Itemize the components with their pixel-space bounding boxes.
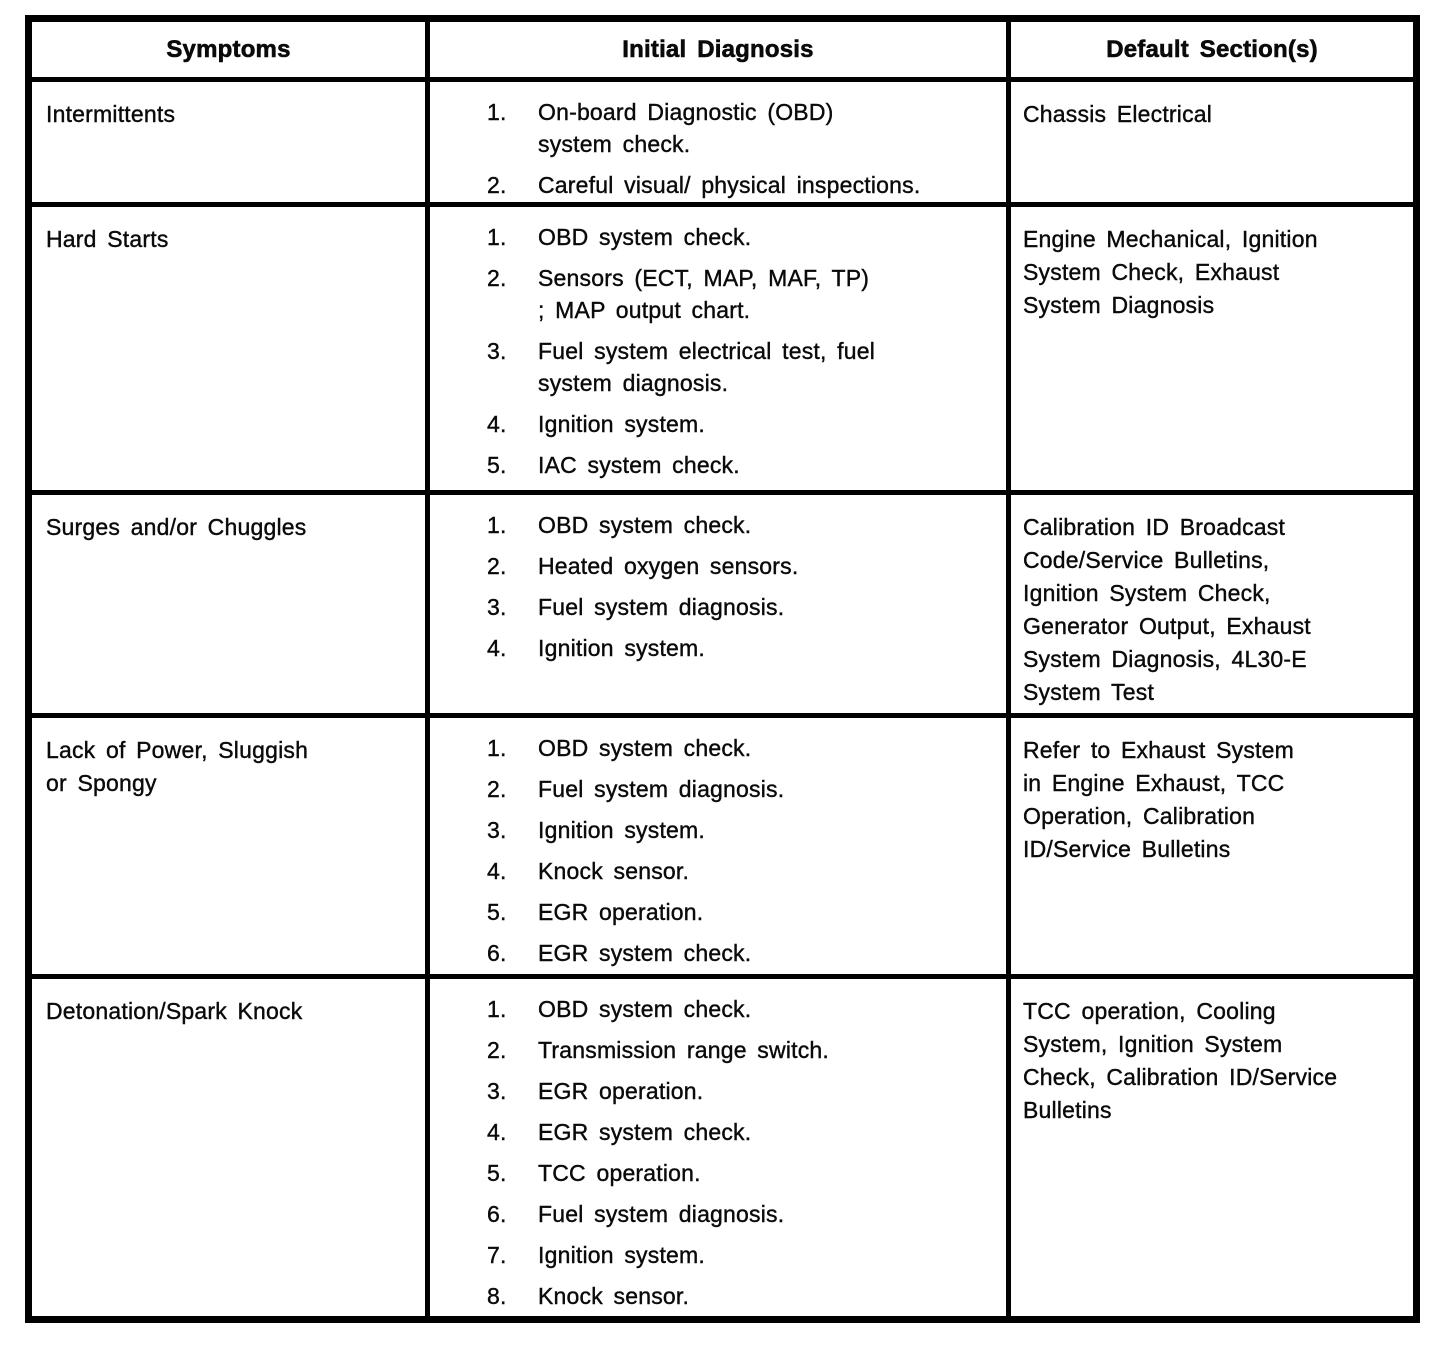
diagnosis-item: Fuel system diagnosis. [487,773,785,805]
diagnosis-item: OBD system check. [487,509,752,541]
diagnosis-cell-intermittents: On-board Diagnostic (OBD) system check. … [430,82,1006,202]
diagnosis-item: EGR system check. [487,1116,752,1148]
column-header-symptoms: Symptoms [32,22,425,77]
diagnosis-item: Heated oxygen sensors. [487,550,799,582]
column-header-default-sections: Default Section(s) [1011,22,1413,77]
default-sections-cell-surges-chuggles: Calibration ID Broadcast Code/Service Bu… [1011,495,1413,713]
diagnosis-item: EGR system check. [487,937,752,969]
diagnosis-item: Transmission range switch. [487,1034,829,1066]
diagnosis-item: EGR operation. [487,1075,704,1107]
default-sections-cell-detonation-spark-knock: TCC operation, Cooling System, Ignition … [1011,979,1413,1316]
symptom-cell-intermittents: Intermittents [32,82,425,202]
diagnosis-item: IAC system check. [487,449,740,481]
symptom-diagnosis-table: Symptoms Initial Diagnosis Default Secti… [25,15,1420,1323]
default-sections-cell-intermittents: Chassis Electrical [1011,82,1413,202]
diagnosis-item: OBD system check. [487,221,752,253]
symptom-cell-lack-of-power: Lack of Power, Sluggish or Spongy [32,718,425,974]
diagnosis-item: Ignition system. [487,632,705,664]
diagnosis-item: Ignition system. [487,814,705,846]
diagnosis-cell-detonation-spark-knock: OBD system check. Transmission range swi… [430,979,1006,1316]
diagnosis-item: TCC operation. [487,1157,701,1189]
diagnosis-item: Fuel system diagnosis. [487,591,785,623]
diagnosis-list: On-board Diagnostic (OBD) system check. … [430,82,1006,201]
diagnosis-item: Careful visual/ physical inspections. [487,169,921,201]
diagnosis-list: OBD system check. Fuel system diagnosis.… [430,718,1006,969]
diagnosis-list: OBD system check. Heated oxygen sensors.… [430,495,1006,664]
symptom-cell-surges-chuggles: Surges and/or Chuggles [32,495,425,713]
diagnosis-item: Knock sensor. [487,1280,690,1312]
diagnosis-item: On-board Diagnostic (OBD) system check. [487,96,834,157]
diagnosis-item: Fuel system diagnosis. [487,1198,785,1230]
diagnosis-item: EGR operation. [487,896,704,928]
diagnosis-list: OBD system check. Sensors (ECT, MAP, MAF… [430,207,1006,481]
default-sections-cell-hard-starts: Engine Mechanical, Ignition System Check… [1011,207,1413,490]
diagnosis-item: OBD system check. [487,732,752,764]
diagnosis-cell-hard-starts: OBD system check. Sensors (ECT, MAP, MAF… [430,207,1006,490]
symptom-cell-detonation-spark-knock: Detonation/Spark Knock [32,979,425,1316]
diagnosis-item: Ignition system. [487,1239,705,1271]
symptom-cell-hard-starts: Hard Starts [32,207,425,490]
diagnosis-item: Knock sensor. [487,855,690,887]
diagnosis-list: OBD system check. Transmission range swi… [430,979,1006,1312]
diagnosis-item: Fuel system electrical test, fuel system… [487,335,876,396]
diagnosis-cell-lack-of-power: OBD system check. Fuel system diagnosis.… [430,718,1006,974]
diagnosis-item: OBD system check. [487,993,752,1025]
diagnosis-item: Sensors (ECT, MAP, MAF, TP) ; MAP output… [487,262,870,323]
diagnosis-cell-surges-chuggles: OBD system check. Heated oxygen sensors.… [430,495,1006,713]
column-header-initial-diagnosis: Initial Diagnosis [430,22,1006,77]
default-sections-cell-lack-of-power: Refer to Exhaust System in Engine Exhaus… [1011,718,1413,974]
diagnosis-item: Ignition system. [487,408,705,440]
